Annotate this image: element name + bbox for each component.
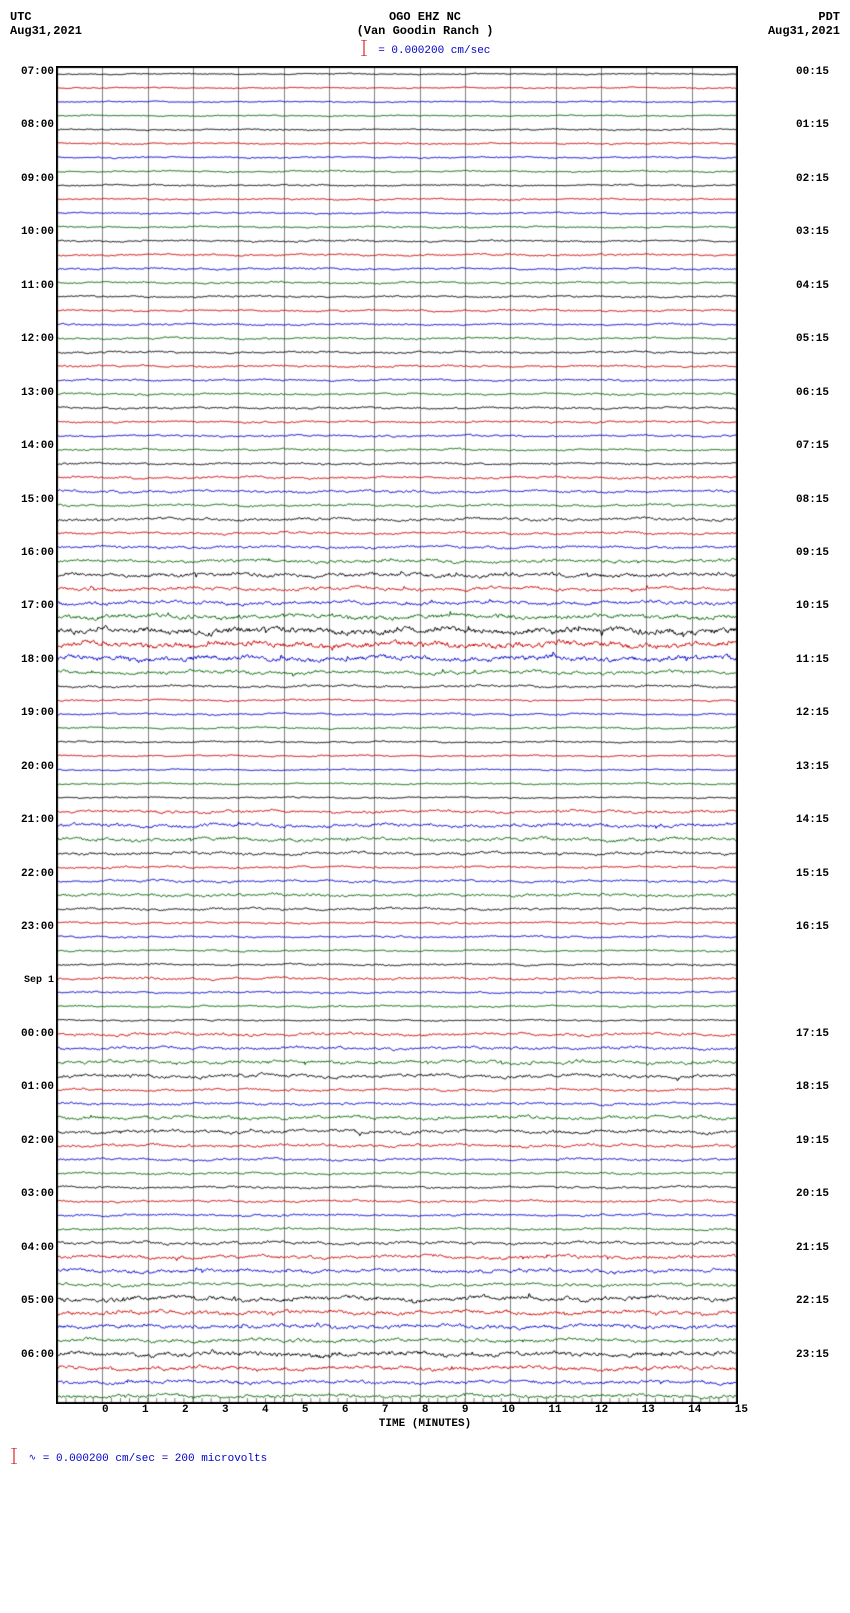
left-hour-label: Sep 1 [24, 974, 54, 1027]
seismogram-canvas [56, 66, 738, 1404]
left-hour-label: 20:00 [21, 761, 54, 814]
x-tick: 3 [222, 1404, 229, 1416]
left-hour-label: 08:00 [21, 119, 54, 172]
plot-area: 07:0008:0009:0010:0011:0012:0013:0014:00… [10, 66, 840, 1430]
x-tick: 12 [595, 1404, 608, 1416]
right-hour-label: 21:15 [796, 1242, 829, 1295]
left-hour-label: 00:00 [21, 1028, 54, 1081]
left-hour-label: 22:00 [21, 868, 54, 921]
left-hour-label: 17:00 [21, 600, 54, 653]
left-hour-label: 19:00 [21, 707, 54, 760]
left-hour-label: 14:00 [21, 440, 54, 493]
left-hour-label: 21:00 [21, 814, 54, 867]
pdt-tz-label: PDT [760, 10, 840, 24]
x-tick: 14 [688, 1404, 701, 1416]
left-hour-label: 06:00 [21, 1349, 54, 1402]
right-hour-label: 07:15 [796, 440, 829, 493]
left-hour-label: 15:00 [21, 494, 54, 547]
pdt-date-label: Aug31,2021 [760, 24, 840, 38]
x-tick: 1 [142, 1404, 149, 1416]
left-hour-label: 07:00 [21, 66, 54, 119]
left-hour-label: 16:00 [21, 547, 54, 600]
left-hour-labels: 07:0008:0009:0010:0011:0012:0013:0014:00… [10, 66, 56, 1430]
left-hour-label: 11:00 [21, 280, 54, 333]
left-hour-label: 09:00 [21, 173, 54, 226]
left-hour-label: 04:00 [21, 1242, 54, 1295]
right-hour-label: 13:15 [796, 761, 829, 814]
right-hour-label: 18:15 [796, 1081, 829, 1134]
left-hour-label: 03:00 [21, 1188, 54, 1241]
right-hour-label: 02:15 [796, 173, 829, 226]
utc-date-label: Aug31,2021 [10, 24, 90, 38]
right-hour-label: 00:15 [796, 66, 829, 119]
footer-tick-icon [10, 1448, 18, 1468]
x-tick: 9 [462, 1404, 469, 1416]
right-hour-label: 10:15 [796, 600, 829, 653]
right-hour-label: 03:15 [796, 226, 829, 279]
right-hour-label: 12:15 [796, 707, 829, 760]
x-tick-labels: 0123456789101112131415 [102, 1404, 748, 1416]
right-hour-label: 11:15 [796, 654, 829, 707]
station-name: (Van Goodin Ranch ) [90, 24, 760, 38]
left-hour-label: 12:00 [21, 333, 54, 386]
canvas-column: 0123456789101112131415 TIME (MINUTES) [56, 66, 794, 1430]
right-hour-label: 04:15 [796, 280, 829, 333]
right-hour-labels: 00:1501:1502:1503:1504:1505:1506:1507:15… [794, 66, 840, 1430]
left-hour-label: 18:00 [21, 654, 54, 707]
left-hour-label: 05:00 [21, 1295, 54, 1348]
x-tick: 15 [735, 1404, 748, 1416]
x-tick: 6 [342, 1404, 349, 1416]
right-hour-label: 16:15 [796, 921, 829, 974]
x-tick: 4 [262, 1404, 269, 1416]
x-tick: 2 [182, 1404, 189, 1416]
right-hour-label: 08:15 [796, 494, 829, 547]
left-hour-label: 13:00 [21, 387, 54, 440]
scale-indicator: = 0.000200 cm/sec [10, 40, 840, 60]
utc-tz-label: UTC [10, 10, 90, 24]
x-tick: 10 [502, 1404, 515, 1416]
footer-text: = 0.000200 cm/sec = 200 microvolts [43, 1453, 267, 1465]
right-hour-label: 01:15 [796, 119, 829, 172]
x-tick: 7 [382, 1404, 389, 1416]
left-hour-label: 23:00 [21, 921, 54, 974]
right-hour-label: 20:15 [796, 1188, 829, 1241]
seismogram-container: UTC Aug31,2021 OGO EHZ NC (Van Goodin Ra… [10, 10, 840, 1468]
scale-tick-icon [360, 40, 368, 60]
right-hour-label: 05:15 [796, 333, 829, 386]
header: UTC Aug31,2021 OGO EHZ NC (Van Goodin Ra… [10, 10, 840, 38]
right-hour-label: 23:15 [796, 1349, 829, 1402]
x-tick: 8 [422, 1404, 429, 1416]
scale-text: = 0.000200 cm/sec [378, 45, 490, 57]
x-tick: 5 [302, 1404, 309, 1416]
footer: ∿ = 0.000200 cm/sec = 200 microvolts [10, 1448, 840, 1468]
x-tick: 0 [102, 1404, 109, 1416]
right-hour-label: 15:15 [796, 868, 829, 921]
x-tick: 11 [548, 1404, 561, 1416]
right-hour-label: 09:15 [796, 547, 829, 600]
footer-mini-icon: ∿ [29, 1453, 37, 1463]
x-tick: 13 [642, 1404, 655, 1416]
right-hour-label: 06:15 [796, 387, 829, 440]
left-hour-label: 10:00 [21, 226, 54, 279]
station-code: OGO EHZ NC [90, 10, 760, 24]
header-left: UTC Aug31,2021 [10, 10, 90, 38]
left-hour-label: 02:00 [21, 1135, 54, 1188]
right-hour-label: 19:15 [796, 1135, 829, 1188]
right-hour-label: 22:15 [796, 1295, 829, 1348]
right-hour-label: 17:15 [796, 1028, 829, 1081]
header-right: PDT Aug31,2021 [760, 10, 840, 38]
right-hour-label: 14:15 [796, 814, 829, 867]
x-axis-label: TIME (MINUTES) [56, 1418, 794, 1430]
header-center: OGO EHZ NC (Van Goodin Ranch ) [90, 10, 760, 38]
left-hour-label: 01:00 [21, 1081, 54, 1134]
